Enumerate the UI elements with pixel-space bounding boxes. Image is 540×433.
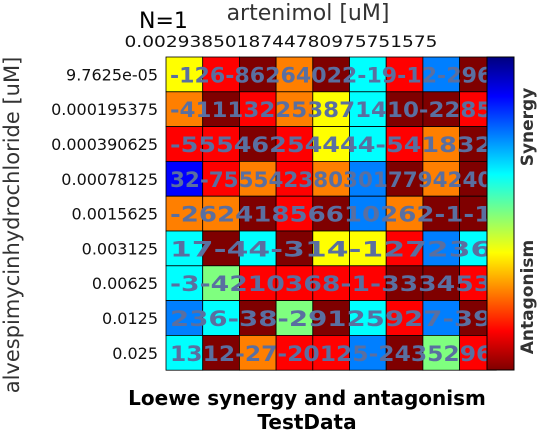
heatmap-cell (349, 300, 387, 336)
heatmap-cell (349, 195, 387, 232)
heatmap-cell (422, 230, 460, 267)
heatmap-cell (202, 126, 240, 162)
heatmap-cell (165, 230, 204, 267)
heatmap-cell (312, 334, 350, 371)
heatmap-cell (238, 126, 277, 162)
heatmap-cell (238, 230, 277, 267)
heatmap-cell (385, 334, 424, 371)
y-tick-label: 0.0015625 (71, 205, 158, 224)
heatmap-cell (165, 56, 204, 93)
heatmap-cell (202, 265, 240, 301)
heatmap-cell (312, 265, 350, 301)
cell-value-row: 236-38-29125927-39 (170, 307, 492, 331)
cell-value-row: 1312-27-20125-2435296 (170, 342, 492, 366)
cell-value-labels: -126-86264022-19-12-296 -411132253871410-… (170, 63, 492, 365)
heatmap-cell (165, 300, 204, 336)
heatmap-cell (275, 160, 314, 197)
heatmap-cell (165, 265, 204, 301)
heatmap-cell (312, 230, 350, 267)
heatmap-cell (202, 56, 240, 93)
heatmap-cell (238, 300, 277, 336)
heatmap-cell (238, 334, 277, 371)
heatmap-cell (422, 56, 460, 93)
heatmap-cell (349, 230, 387, 267)
heatmap-cell (312, 91, 350, 128)
chart-caption-line-1: Loewe synergy and antagonism (128, 386, 486, 410)
heatmap-cell (349, 334, 387, 371)
colorbar-label-antagonism: Antagonism (518, 240, 538, 354)
heatmap-cell (385, 195, 424, 232)
y-tick-label: 0.000390625 (51, 135, 158, 154)
heatmap-cell (165, 195, 204, 232)
cell-value-row: 17-44-314-127236 (170, 237, 492, 261)
y-tick-labels: 9.7625e-05 0.000195375 0.000390625 0.000781… (51, 65, 158, 362)
cell-value-row: -26241856610262-1-1 (170, 203, 492, 227)
y-tick-label: 0.00625 (92, 274, 158, 293)
y-tick-label: 0.025 (112, 344, 158, 363)
heatmap-cell (385, 265, 424, 301)
cell-value-row: 32-7555423803017794240 (170, 168, 492, 192)
colorbar-gradient (486, 56, 515, 371)
heatmap-cell (275, 300, 314, 336)
heatmap-cell (312, 126, 350, 162)
y-tick-label: 0.00078125 (61, 170, 158, 189)
heatmap-cell (275, 195, 314, 232)
cell-value-row: -126-86264022-19-12-296 (170, 63, 492, 87)
heatmap-cell (385, 300, 424, 336)
sample-count-annotation: N=1 (139, 9, 188, 34)
heatmap-cell (275, 126, 314, 162)
x-tick-labels-overlapped: 0.0029385018744780975751575 (125, 32, 438, 51)
heatmap-cell (165, 126, 204, 162)
y-tick-label: 9.7625e-05 (66, 65, 158, 84)
heatmap-cell (165, 334, 204, 371)
heatmap-cell (385, 91, 424, 128)
heatmap-cell (238, 195, 277, 232)
x-axis-label: artenimol [uM] (227, 1, 390, 26)
cell-value-row: -55546254444-541832 (170, 133, 492, 157)
heatmap-cell (165, 160, 204, 197)
heatmap-cell (202, 334, 240, 371)
colorbar-label-synergy: Synergy (518, 88, 538, 167)
cell-value-row: -411132253871410-2285 (170, 98, 492, 122)
heatmap-cell (202, 230, 240, 267)
heatmap-cell (165, 91, 204, 128)
y-tick-label: 0.0125 (102, 309, 158, 328)
y-tick-label: 0.003125 (82, 239, 158, 258)
chart-caption-line-2: TestData (257, 410, 356, 433)
heatmap-cell (312, 300, 350, 336)
heatmap-cell (202, 160, 240, 197)
heatmap-cell (349, 56, 387, 93)
y-axis-label: alvespimycinhydrochloride [uM] (0, 57, 24, 394)
cell-value-row: -3-4210368-1-333453 (170, 272, 492, 296)
heatmap-cell (238, 91, 277, 128)
y-tick-label: 0.000195375 (51, 100, 158, 119)
heatmap-cell (422, 91, 460, 128)
heatmap-cell (275, 334, 314, 371)
heatmap-cell (275, 230, 314, 267)
